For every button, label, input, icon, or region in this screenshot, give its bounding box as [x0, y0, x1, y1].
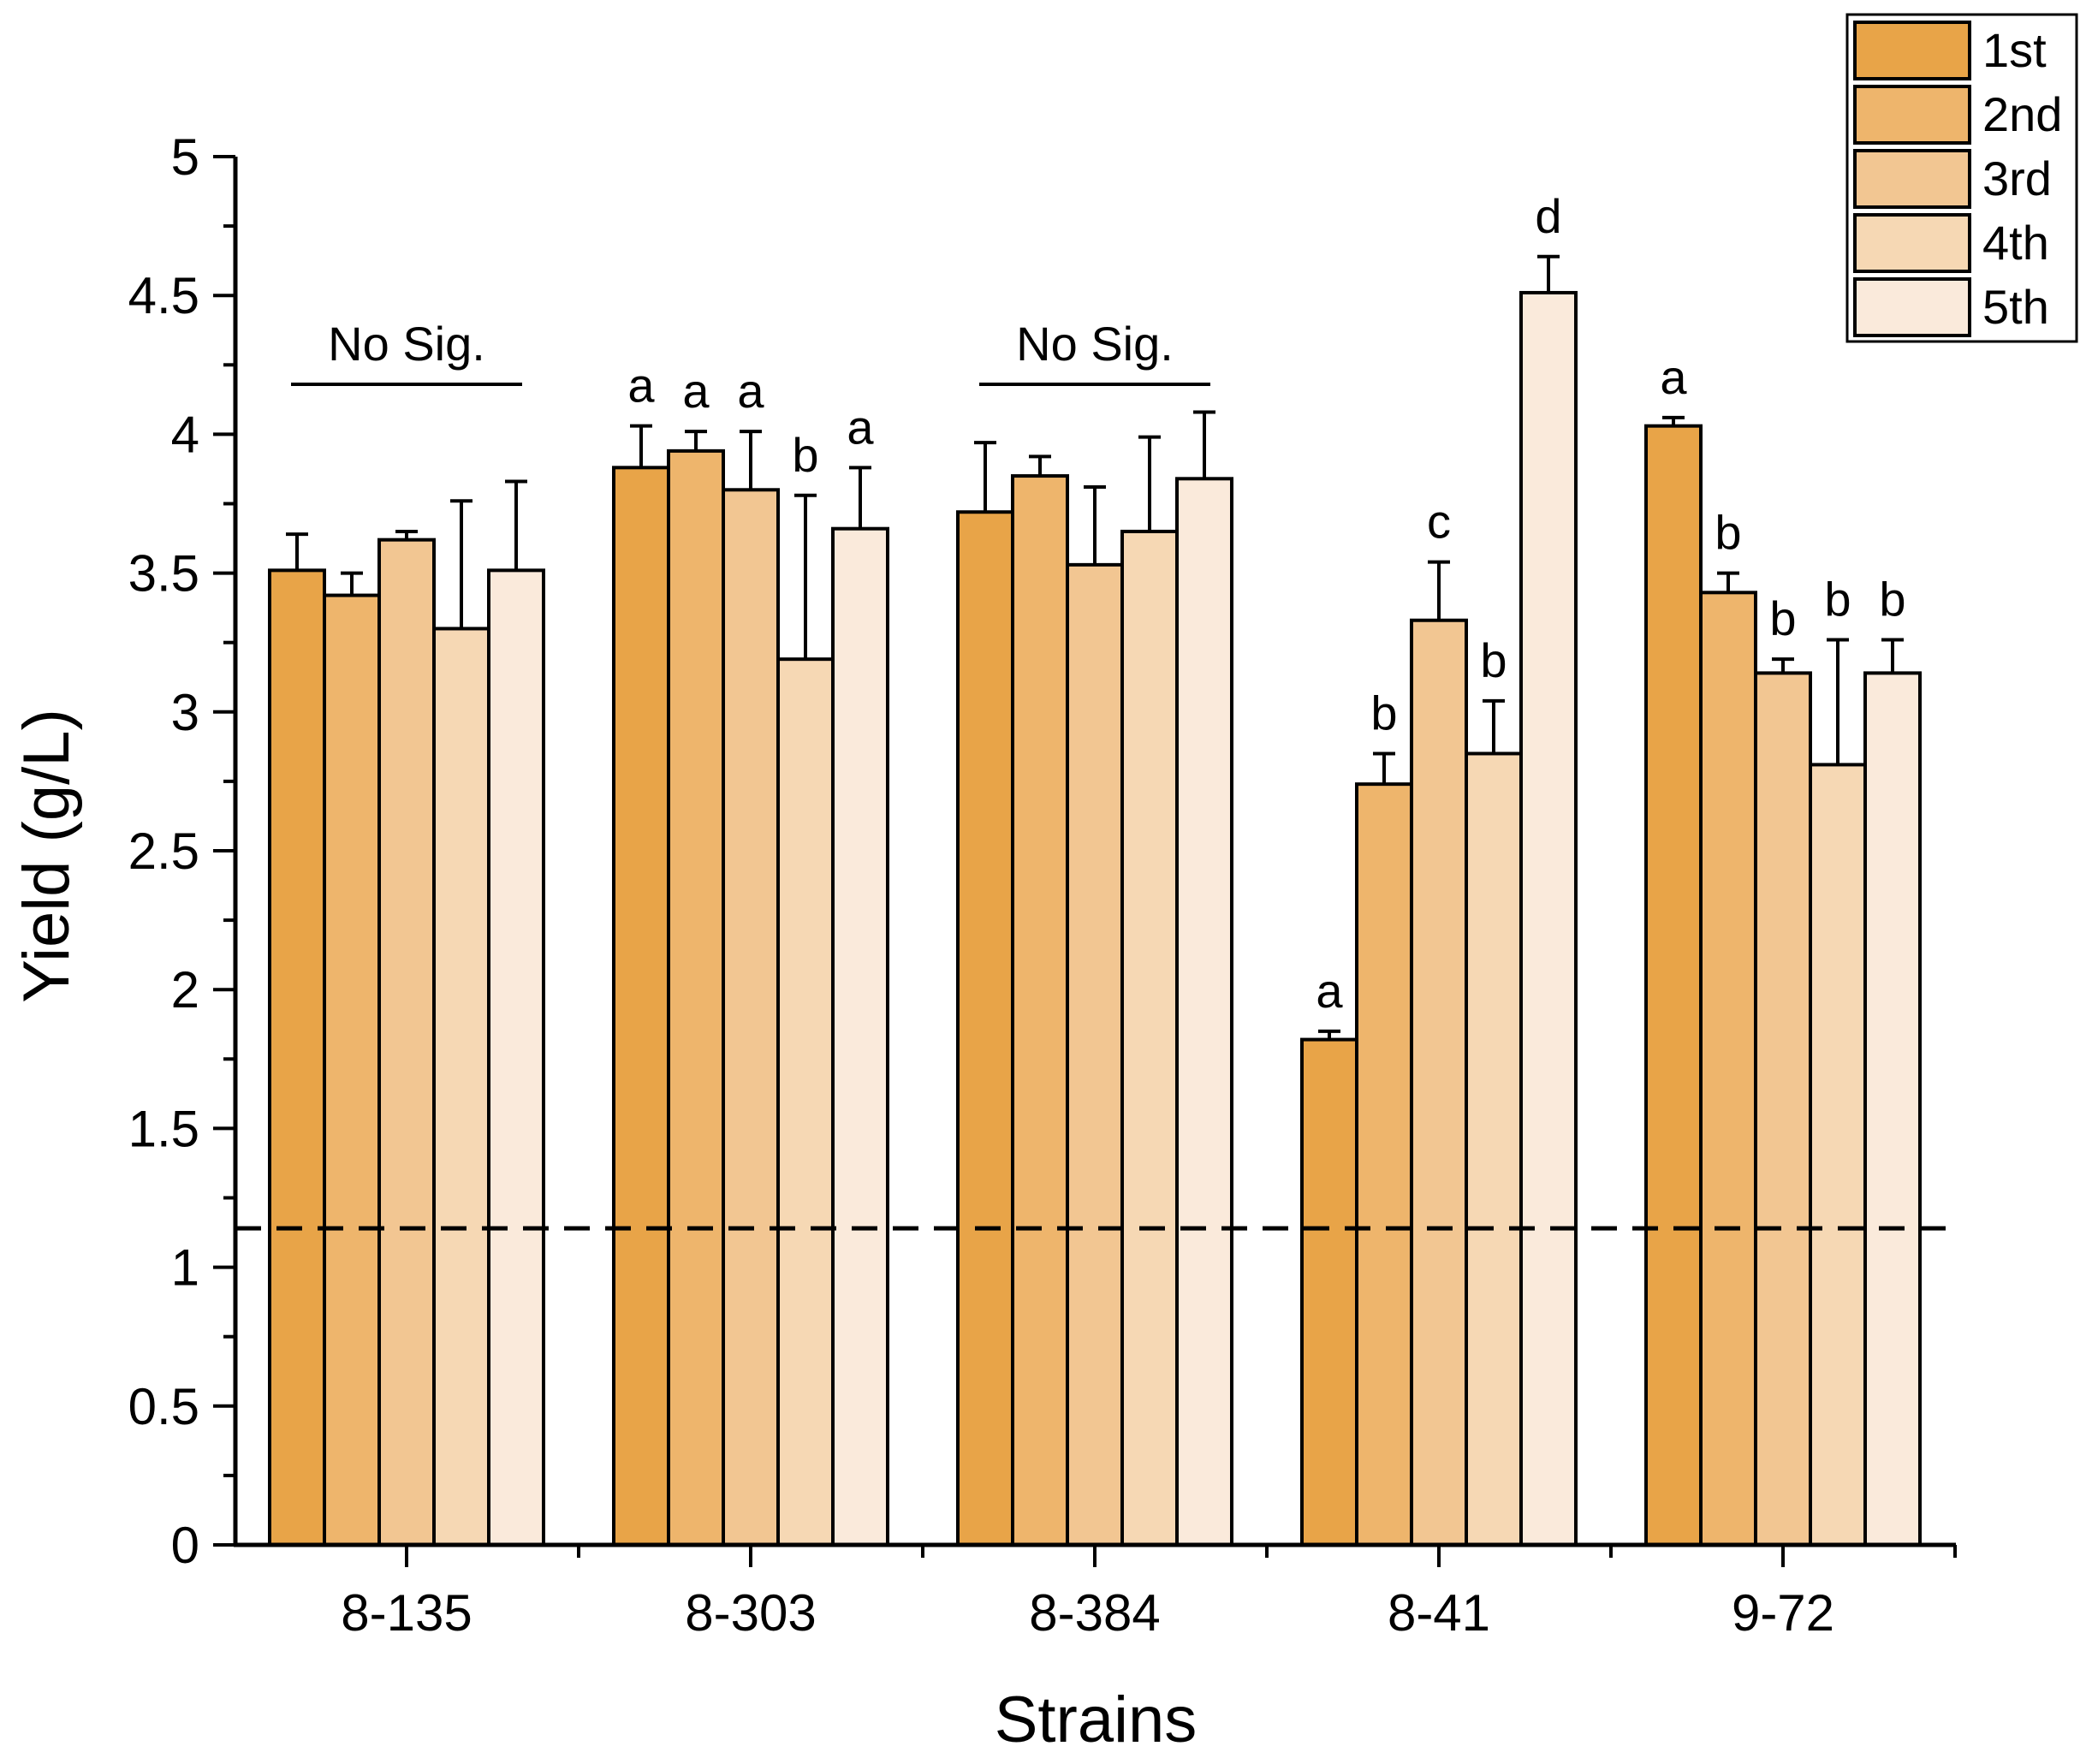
significance-letter: b	[1769, 591, 1796, 645]
x-tick-label: 8-135	[341, 1584, 472, 1642]
legend: 1st 2nd 3rd 4th 5th	[1845, 13, 2078, 343]
bar	[1410, 618, 1468, 1547]
significance-letter: a	[847, 400, 874, 454]
bar	[1519, 290, 1578, 1547]
significance-letter: a	[627, 359, 655, 413]
legend-swatch	[1853, 85, 1971, 145]
legend-swatch	[1853, 277, 1971, 337]
legend-swatch	[1853, 213, 1971, 273]
legend-label: 2nd	[1982, 87, 2062, 141]
no-sig-label: No Sig.	[328, 317, 485, 371]
bar	[1175, 477, 1233, 1547]
y-tick-label: 2.5	[128, 823, 199, 880]
bar	[722, 488, 780, 1547]
legend-label: 1st	[1982, 23, 2047, 77]
bar	[956, 510, 1014, 1547]
bar	[1699, 591, 1757, 1547]
x-tick-label: 8-303	[685, 1584, 816, 1642]
no-sig-label: No Sig.	[1016, 317, 1174, 371]
y-tick-label: 2	[171, 961, 199, 1019]
x-tick-label: 9-72	[1732, 1584, 1834, 1642]
bar	[1863, 671, 1922, 1547]
significance-letter: d	[1535, 189, 1561, 243]
bar	[831, 526, 889, 1547]
y-tick-label: 1	[171, 1239, 199, 1297]
y-axis-title: Yield (g/L)	[10, 709, 83, 1003]
x-tick-label: 8-41	[1388, 1584, 1490, 1642]
bar	[323, 593, 381, 1547]
y-tick-label: 5	[171, 128, 199, 186]
significance-letter: a	[1660, 350, 1687, 404]
significance-letter: c	[1427, 495, 1451, 549]
legend-label: 5th	[1982, 280, 2049, 334]
y-tick-label: 3	[171, 684, 199, 741]
bar	[1066, 562, 1124, 1547]
bar	[1809, 763, 1867, 1547]
bar	[1300, 1037, 1358, 1547]
y-tick-label: 4	[171, 406, 199, 463]
significance-letter: b	[1715, 506, 1741, 560]
bar	[432, 627, 490, 1547]
bar	[667, 448, 725, 1547]
significance-letter: a	[1316, 964, 1343, 1018]
significance-letter: b	[1480, 633, 1507, 687]
significance-letter: a	[682, 364, 710, 418]
axes: Yield (g/L) Strains 0 0.5 1 1.5 2 2.5 3 3.5 4 4.5…	[10, 128, 1957, 1756]
y-tick-label: 4.5	[128, 267, 199, 324]
bar	[1355, 782, 1413, 1547]
bar	[487, 568, 545, 1547]
bar	[776, 657, 835, 1547]
y-tick-label: 0.5	[128, 1378, 199, 1435]
x-tick-label: 8-384	[1029, 1584, 1160, 1642]
significance-letter: b	[1370, 686, 1397, 739]
bar	[1465, 751, 1523, 1547]
x-axis-title: Strains	[995, 1684, 1198, 1756]
significance-letter: b	[792, 428, 818, 482]
bar	[1754, 671, 1812, 1547]
significance-letter: b	[1879, 572, 1905, 626]
bar	[1120, 529, 1179, 1547]
bar	[1644, 424, 1703, 1547]
bar	[1011, 474, 1069, 1547]
legend-swatch	[1853, 21, 1971, 80]
legend-swatch	[1853, 149, 1971, 209]
legend-label: 3rd	[1982, 151, 2052, 205]
bar	[612, 466, 670, 1547]
bar	[268, 568, 326, 1547]
bar	[377, 538, 436, 1547]
y-tick-label: 3.5	[128, 545, 199, 603]
significance-letter: a	[737, 364, 764, 418]
y-tick-label: 0	[171, 1517, 199, 1574]
y-tick-label: 1.5	[128, 1100, 199, 1157]
significance-letter: b	[1824, 572, 1851, 626]
legend-label: 4th	[1982, 216, 2049, 270]
